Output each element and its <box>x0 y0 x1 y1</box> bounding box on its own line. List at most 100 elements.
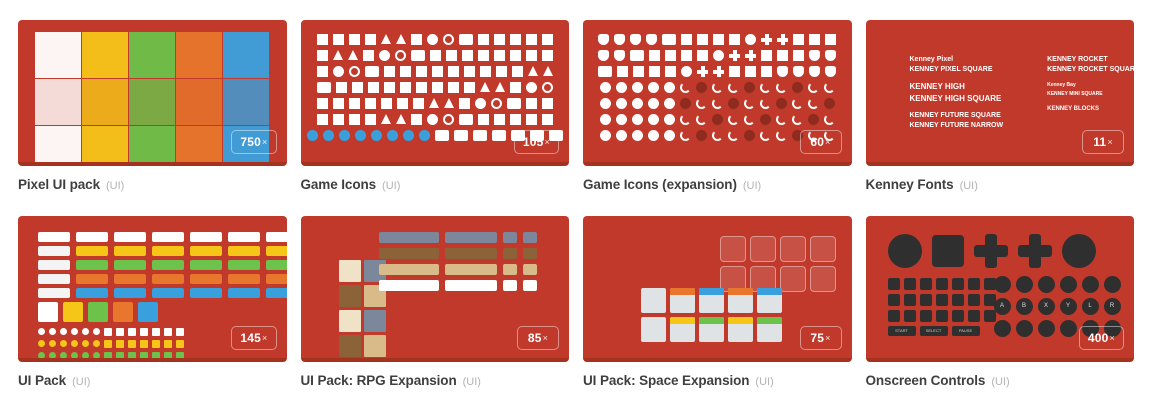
ui-button <box>152 245 184 256</box>
pack-icon <box>743 130 755 141</box>
ui-button <box>266 287 287 298</box>
pixel-sheet-cell <box>35 32 82 78</box>
ui-button <box>76 245 108 256</box>
pack-icon <box>791 82 803 93</box>
pack-icon <box>711 98 723 109</box>
font-specimen-label: Kenney Bay <box>1047 82 1076 88</box>
pack-icon <box>463 82 475 93</box>
pixel-sheet-cell <box>35 79 82 125</box>
texture-swatch <box>363 309 386 332</box>
rpg-panel <box>378 247 439 259</box>
asset-card-ui-pack[interactable]: 145 × UI Pack (UI) <box>18 215 287 396</box>
radio-icon <box>38 340 45 347</box>
pack-icon <box>823 98 835 109</box>
asset-card-kenney-fonts[interactable]: Kenney Pixel KENNEY PIXEL SQUARE KENNEY HI… <box>865 20 1134 200</box>
pack-icon <box>364 66 379 77</box>
pack-icon <box>825 50 837 61</box>
card-title[interactable]: Onscreen Controls <box>865 372 986 388</box>
pack-icon <box>509 114 521 125</box>
pack-icon <box>809 50 821 61</box>
control-button-icon <box>967 309 980 322</box>
pack-icon <box>495 66 507 77</box>
rpg-panel <box>444 263 497 275</box>
ui-button <box>190 231 222 242</box>
face-button: L <box>1081 297 1099 315</box>
pack-icon <box>493 50 505 61</box>
pack-icon <box>727 98 739 109</box>
pack-icon <box>364 114 376 125</box>
asset-count-value: 105 <box>522 135 544 149</box>
ui-button <box>190 273 222 284</box>
face-button: R <box>1103 297 1121 315</box>
card-title[interactable]: Pixel UI pack <box>18 177 100 192</box>
rpg-panel <box>522 231 537 243</box>
joystick-icon <box>887 233 922 268</box>
card-thumbnail[interactable]: 60 × <box>583 20 852 166</box>
control-button-icon <box>903 277 916 290</box>
asset-card-game-icons-expansion[interactable]: 60 × Game Icons (expansion) (UI) <box>583 20 852 200</box>
asset-card-ui-pack-rpg-expansion[interactable]: 85 × UI Pack: RPG Expansion (UI) <box>300 215 569 396</box>
font-specimen-label: KENNEY PIXEL SQUARE <box>909 66 993 73</box>
face-button <box>1037 275 1055 293</box>
card-title[interactable]: UI Pack <box>18 372 67 388</box>
ui-buttons-art <box>18 216 287 358</box>
pack-icon <box>477 114 489 125</box>
pack-icon <box>598 66 613 77</box>
pack-icon <box>775 82 787 93</box>
asset-card-ui-pack-space-expansion[interactable]: 75 × UI Pack: Space Expansion (UI) <box>583 215 852 396</box>
pack-icon <box>647 130 659 141</box>
pack-icon <box>729 66 741 77</box>
card-thumbnail[interactable]: 750 × <box>18 20 287 166</box>
card-caption: UI Pack (UI) <box>18 373 287 388</box>
dpad-group <box>887 233 1096 268</box>
asset-card-game-icons[interactable]: 105 × Game Icons (UI) <box>300 20 570 200</box>
radio-icon <box>60 340 67 347</box>
pack-icon <box>332 98 344 109</box>
asset-card-pixel-ui-pack[interactable]: 750 × Pixel UI pack (UI) <box>18 20 287 200</box>
pack-icon <box>541 114 553 125</box>
ui-button <box>114 259 146 270</box>
card-title[interactable]: Kenney Fonts <box>865 177 954 192</box>
asset-count-badge: 750 × <box>231 130 277 154</box>
pack-icon <box>697 34 709 45</box>
checkbox-icon <box>164 327 172 336</box>
pack-icon <box>825 34 837 45</box>
asset-count-suffix: × <box>1109 332 1115 343</box>
card-thumbnail[interactable]: 85 × <box>300 215 569 362</box>
pixel-sheet-cell <box>223 79 270 125</box>
card-thumbnail[interactable]: Kenney Pixel KENNEY PIXEL SQUARE KENNEY HI… <box>865 20 1134 166</box>
space-card-tile <box>670 316 695 342</box>
asset-count-badge: 11 × <box>1082 130 1124 154</box>
pack-icon <box>729 34 741 45</box>
card-tag: (UI) <box>959 180 978 192</box>
card-thumbnail[interactable]: 75 × <box>583 215 852 362</box>
pack-icon <box>429 50 441 61</box>
space-card-header <box>757 287 782 295</box>
pack-icon <box>649 66 661 77</box>
pack-icon <box>493 34 505 45</box>
card-title[interactable]: UI Pack: RPG Expansion <box>300 372 457 388</box>
space-card-tile <box>670 287 695 313</box>
pack-icon <box>443 98 454 108</box>
ui-button <box>76 273 108 284</box>
texture-swatch <box>338 259 361 282</box>
card-thumbnail[interactable]: 145 × <box>18 215 287 362</box>
card-caption: Game Icons (UI) <box>301 177 570 192</box>
card-title[interactable]: Game Icons (expansion) <box>583 177 737 192</box>
pack-icon <box>759 82 771 93</box>
pack-icon <box>598 34 610 45</box>
pack-icon <box>494 82 505 92</box>
card-title[interactable]: Game Icons <box>300 177 377 192</box>
panel-row <box>378 279 537 291</box>
card-thumbnail[interactable]: 105 × <box>300 20 569 166</box>
panel-row <box>378 231 537 243</box>
pack-icon <box>386 130 398 141</box>
pack-icon <box>711 82 723 93</box>
card-caption: Game Icons (expansion) (UI) <box>583 177 852 192</box>
pack-icon <box>823 82 835 93</box>
pixel-sheet-cell <box>129 32 176 78</box>
card-title[interactable]: UI Pack: Space Expansion <box>583 372 750 388</box>
space-card-header <box>757 316 782 324</box>
